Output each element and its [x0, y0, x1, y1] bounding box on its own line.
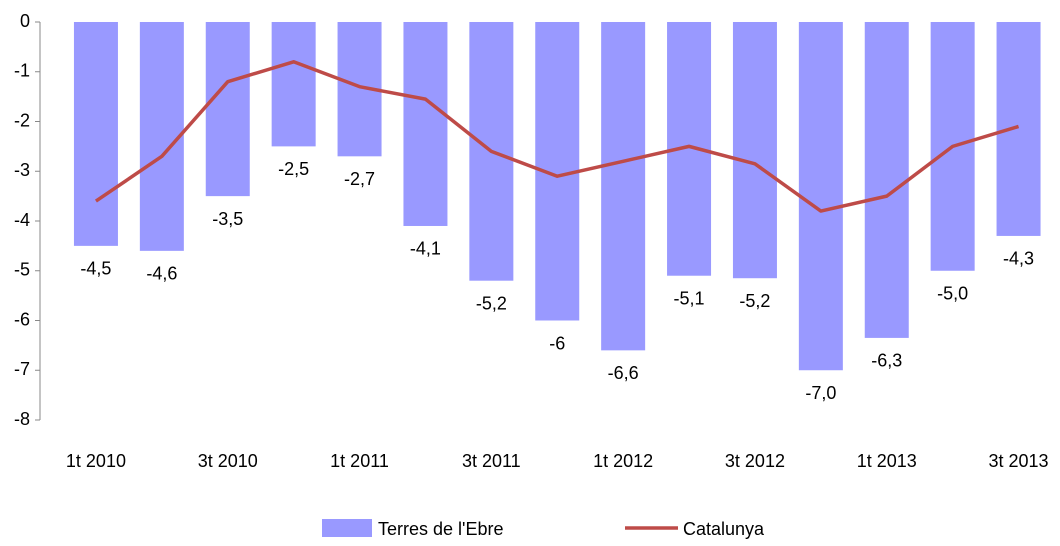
legend-swatch [322, 519, 372, 537]
value-label: -5,2 [476, 293, 507, 313]
value-label: -6 [549, 333, 565, 353]
bar [205, 22, 250, 197]
x-tick-label: 1t 2010 [66, 451, 126, 471]
value-label: -4,5 [80, 259, 111, 279]
y-tick-label: -8 [14, 409, 30, 429]
y-tick-label: 0 [20, 11, 30, 31]
y-tick-label: -3 [14, 160, 30, 180]
value-label: -7,0 [805, 383, 836, 403]
x-tick-label: 1t 2013 [857, 451, 917, 471]
y-tick-label: -4 [14, 210, 30, 230]
value-label: -4,1 [410, 239, 441, 259]
x-tick-label: 3t 2012 [725, 451, 785, 471]
x-tick-label: 1t 2012 [593, 451, 653, 471]
y-tick-label: -1 [14, 61, 30, 81]
value-label: -6,6 [608, 363, 639, 383]
y-tick-label: -6 [14, 309, 30, 329]
bar [601, 22, 646, 351]
bar [996, 22, 1041, 236]
value-label: -6,3 [871, 351, 902, 371]
y-tick-label: -5 [14, 260, 30, 280]
bar [864, 22, 909, 338]
value-label: -5,1 [674, 288, 705, 308]
bar [732, 22, 777, 279]
x-tick-label: 3t 2013 [989, 451, 1049, 471]
y-tick-label: -7 [14, 359, 30, 379]
legend-label: Catalunya [683, 519, 765, 539]
value-label: -2,7 [344, 169, 375, 189]
line [94, 60, 1020, 213]
bar [139, 22, 184, 251]
value-label: -3,5 [212, 209, 243, 229]
bar [73, 22, 118, 246]
value-label: -4,3 [1003, 249, 1034, 269]
x-tick-label: 1t 2011 [330, 451, 389, 471]
value-label: -2,5 [278, 159, 309, 179]
bar [403, 22, 448, 226]
y-tick-label: -2 [14, 110, 30, 130]
value-label: -5,2 [739, 291, 770, 311]
value-label: -4,6 [146, 264, 177, 284]
value-label: -5,0 [937, 284, 968, 304]
bar [271, 22, 316, 147]
x-tick-label: 3t 2011 [462, 451, 521, 471]
bar [798, 22, 843, 371]
x-tick-label: 3t 2010 [198, 451, 258, 471]
legend-label: Terres de l'Ebre [378, 519, 504, 539]
